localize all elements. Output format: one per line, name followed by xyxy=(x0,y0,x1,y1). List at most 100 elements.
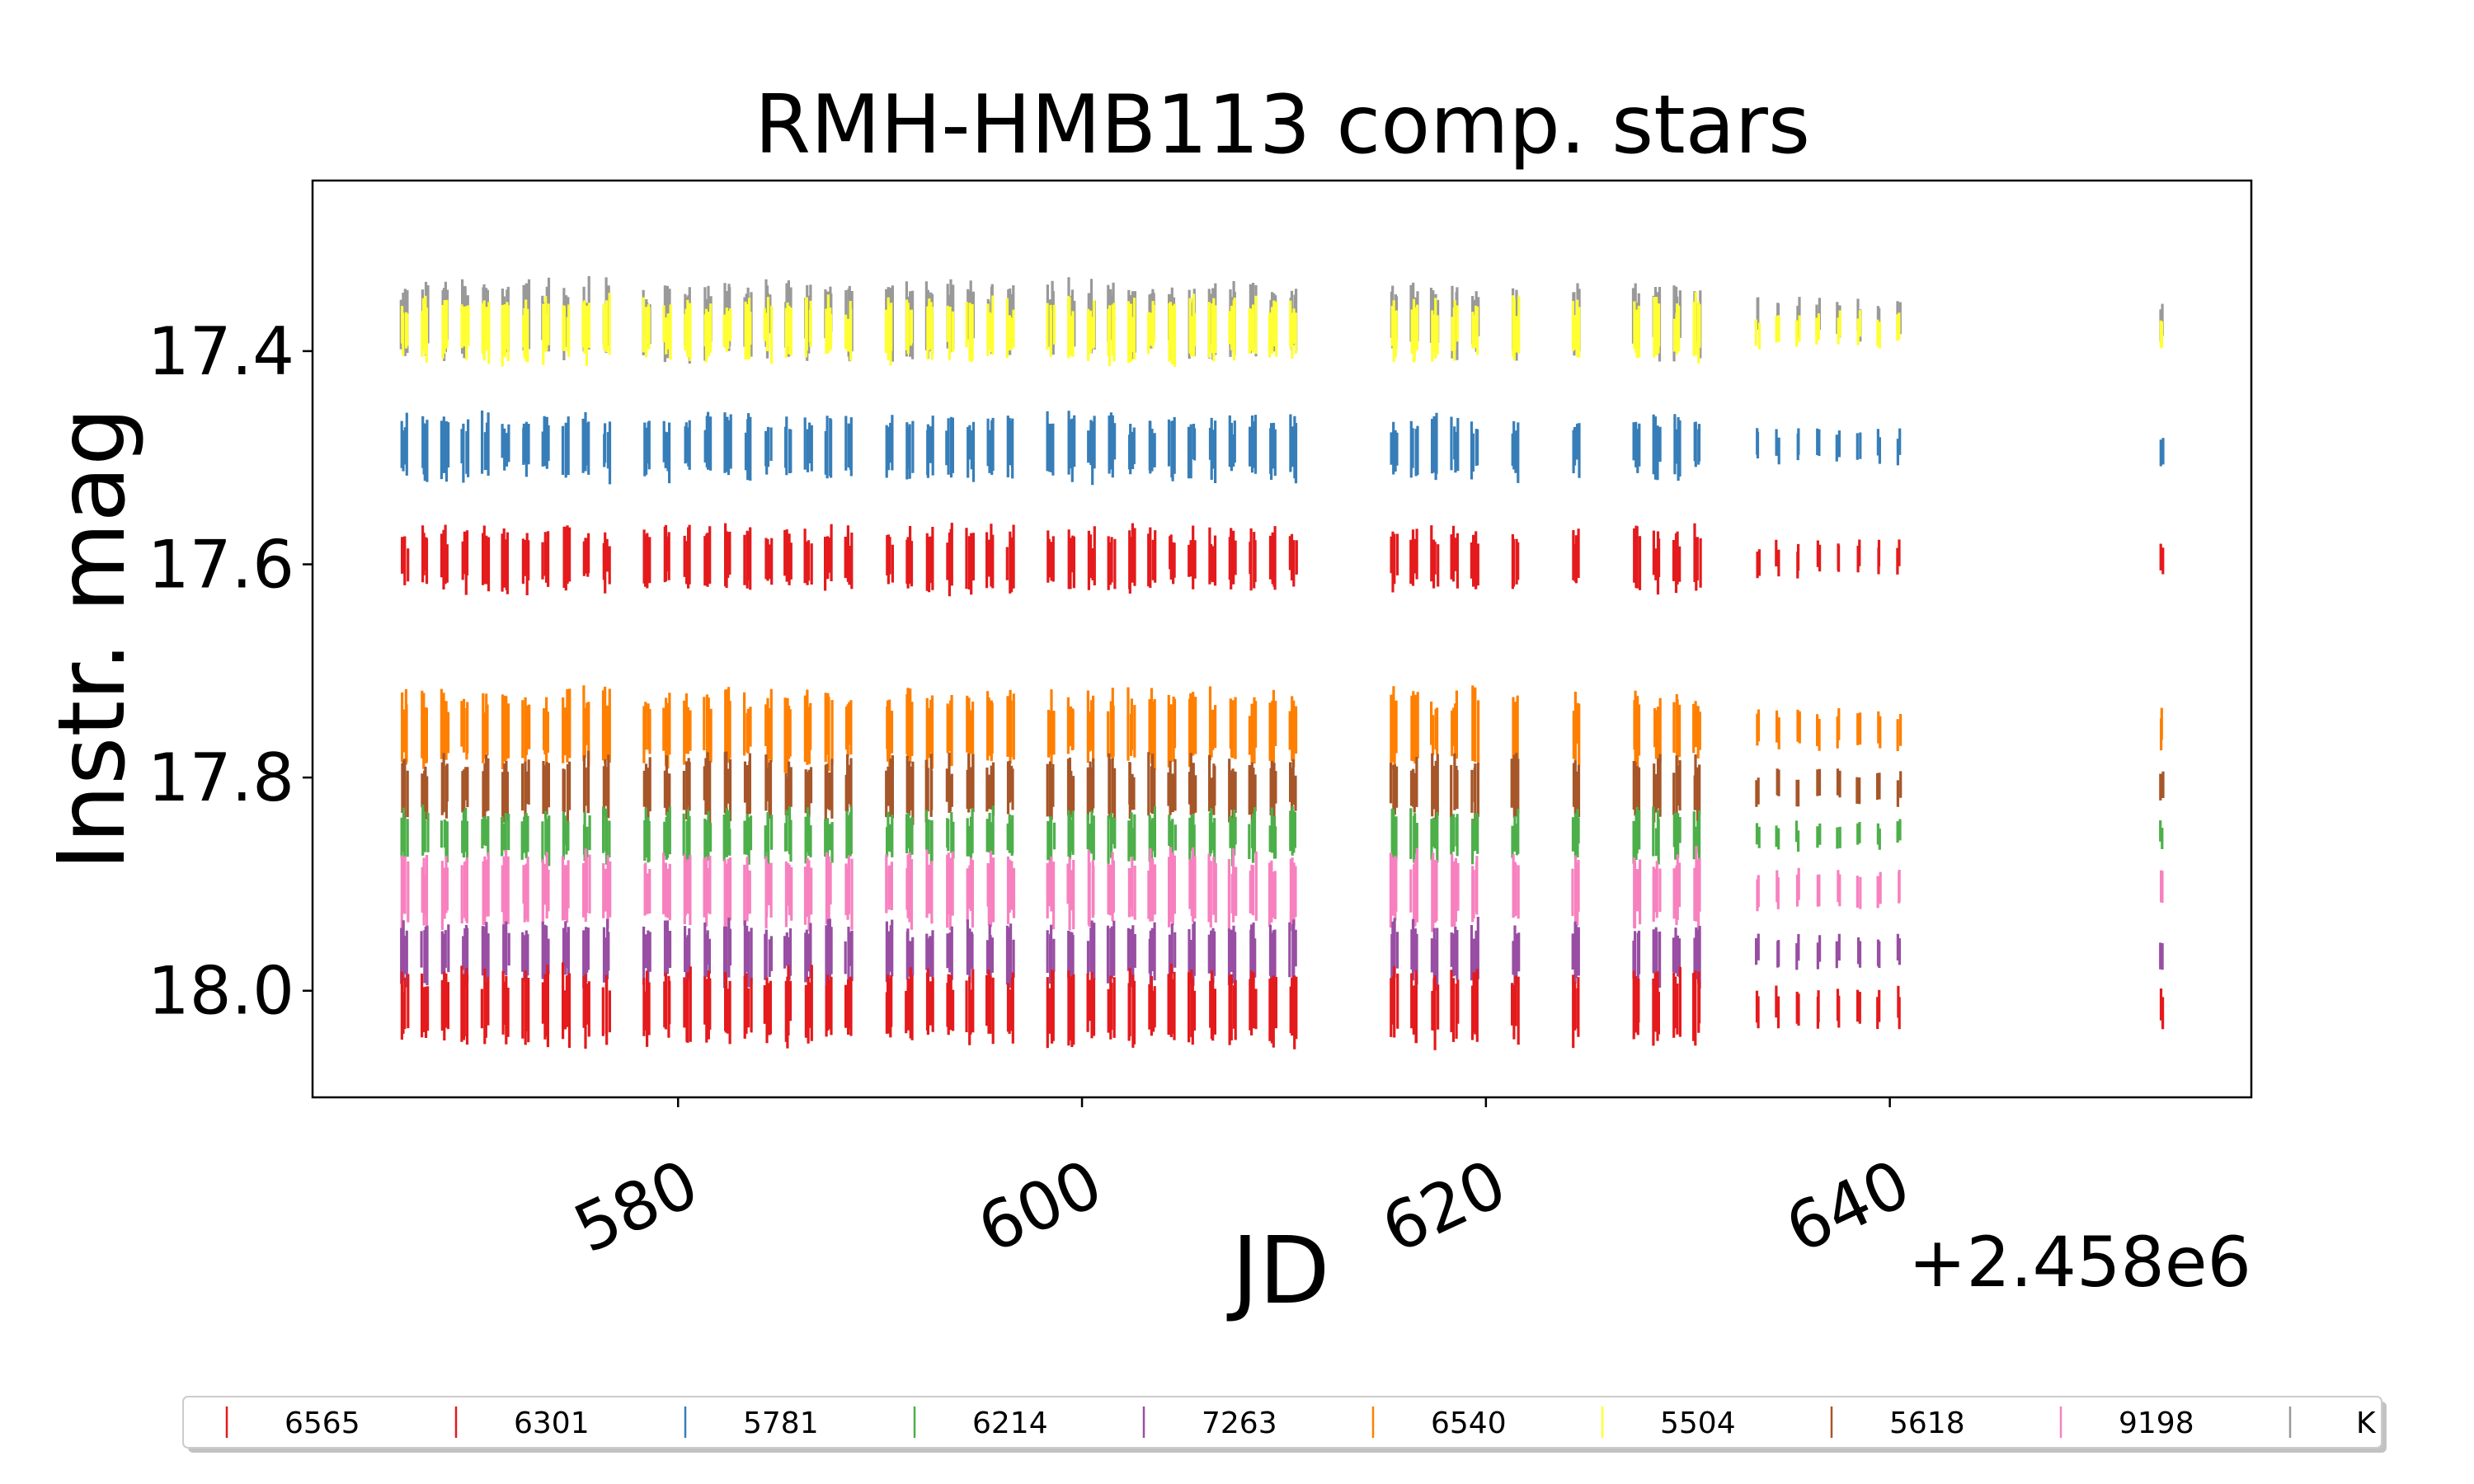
night-584.5-5504 xyxy=(763,297,774,364)
night-574.5-5618 xyxy=(562,761,571,825)
night-605.5-5504 xyxy=(1188,294,1197,357)
night-586.5-7263 xyxy=(804,923,812,983)
night-585.5-5781 xyxy=(784,416,793,476)
night-579.5-6565 xyxy=(663,972,671,1038)
night-653.5-6565 xyxy=(2159,989,2165,1030)
night-586.5-9198 xyxy=(803,857,813,932)
night-617.5-7263 xyxy=(1430,928,1439,991)
night-637.5-6565 xyxy=(1836,989,1841,1028)
night-592.5-5504 xyxy=(926,298,934,360)
y-tick-label: 17.6 xyxy=(148,526,294,603)
night-637.5-6214 xyxy=(1836,826,1841,849)
night-601.5-7263 xyxy=(1106,920,1116,986)
night-627.5-6540 xyxy=(1633,690,1641,773)
night-593.5-6565 xyxy=(946,974,955,1036)
night-607.5-5781 xyxy=(1228,415,1236,472)
y-tick-label: 17.8 xyxy=(148,740,294,816)
night-636.5-6540 xyxy=(1816,714,1821,751)
night-633.5-5781 xyxy=(1756,428,1760,458)
night-567.5-6540 xyxy=(421,690,428,769)
night-600.5-6301 xyxy=(1087,526,1096,590)
night-591.5-6214 xyxy=(905,812,914,859)
night-605.5-6565 xyxy=(1188,970,1197,1045)
night-630.5-6214 xyxy=(1692,810,1701,862)
night-582.5-6540 xyxy=(724,687,731,765)
night-585.5-6214 xyxy=(783,806,793,862)
night-588.5-5504 xyxy=(844,301,853,361)
legend-item-7263: 7263 xyxy=(1142,1407,1277,1440)
night-640.5-9198 xyxy=(1898,870,1901,904)
night-621.5-5618 xyxy=(1510,753,1520,818)
night-653.5-6301 xyxy=(2159,543,2165,575)
night-568.5-5618 xyxy=(440,753,449,819)
night-574.5-9198 xyxy=(561,856,570,923)
night-633.5-9198 xyxy=(1756,875,1760,912)
night-617.5-9198 xyxy=(1431,852,1438,932)
night-570.5-6565 xyxy=(480,968,490,1045)
night-576.5-9198 xyxy=(602,855,612,929)
night-653.5-7263 xyxy=(2159,942,2164,970)
night-603.5-5781 xyxy=(1148,420,1156,474)
legend-label: 5618 xyxy=(1889,1407,1965,1440)
legend-label: 5504 xyxy=(1660,1407,1736,1440)
night-604.5-6540 xyxy=(1167,694,1177,768)
night-633.5-5504 xyxy=(1754,319,1761,350)
night-653.5-5618 xyxy=(2159,771,2165,801)
night-627.5-6301 xyxy=(1633,525,1642,590)
night-568.5-7263 xyxy=(440,924,450,982)
night-566.5-6301 xyxy=(401,536,410,585)
night-578.5-5618 xyxy=(642,757,651,819)
night-636.5-6214 xyxy=(1816,823,1822,848)
night-609.5-6214 xyxy=(1268,807,1277,859)
night-609.5-6301 xyxy=(1268,526,1277,590)
night-578.5-6540 xyxy=(642,702,651,763)
night-601.5-6214 xyxy=(1107,813,1117,865)
night-602.5-6214 xyxy=(1127,812,1136,862)
night-637.5-9198 xyxy=(1837,870,1841,907)
night-607.5-9198 xyxy=(1227,848,1238,932)
night-582.5-9198 xyxy=(723,857,732,932)
night-610.5-5504 xyxy=(1289,300,1297,359)
night-588.5-6565 xyxy=(844,976,853,1036)
night-608.5-6565 xyxy=(1249,970,1258,1036)
night-599.5-9198 xyxy=(1066,857,1075,931)
night-603.5-6565 xyxy=(1148,976,1156,1036)
night-576.5-5618 xyxy=(602,754,610,819)
night-608.5-6214 xyxy=(1248,806,1257,863)
night-599.5-6540 xyxy=(1066,697,1075,754)
night-595.5-7263 xyxy=(985,924,994,988)
series-6540 xyxy=(401,685,2163,773)
night-583.5-5504 xyxy=(744,298,752,360)
night-615.5-6301 xyxy=(1390,531,1399,593)
night-596.5-5618 xyxy=(1006,760,1014,815)
series-5504 xyxy=(401,292,2163,368)
night-573.5-6301 xyxy=(541,531,550,587)
night-617.5-6301 xyxy=(1430,525,1440,589)
night-585.5-7263 xyxy=(783,928,793,980)
plot-area-frame xyxy=(311,179,2253,1099)
night-595.5-9198 xyxy=(986,851,995,928)
night-570.5-5504 xyxy=(481,300,491,364)
night-580.5-7263 xyxy=(684,926,691,980)
night-585.5-5618 xyxy=(784,761,793,816)
series-6565 xyxy=(400,962,2165,1050)
night-572.5-6565 xyxy=(521,970,530,1045)
night-634.5-5504 xyxy=(1775,315,1780,343)
night-593.5-9198 xyxy=(946,851,954,931)
night-566.5-6214 xyxy=(400,807,409,862)
night-629.5-6565 xyxy=(1672,966,1681,1038)
night-607.5-5618 xyxy=(1228,758,1237,823)
night-580.5-6540 xyxy=(683,693,692,765)
night-653.5-6214 xyxy=(2159,820,2164,849)
night-603.5-5618 xyxy=(1147,752,1156,816)
night-616.5-6301 xyxy=(1409,528,1418,586)
night-595.5-5504 xyxy=(986,295,995,356)
night-572.5-6540 xyxy=(521,697,531,763)
night-629.5-6540 xyxy=(1672,694,1681,764)
night-573.5-5504 xyxy=(542,296,550,365)
night-592.5-6301 xyxy=(925,527,934,593)
night-604.5-6565 xyxy=(1167,963,1176,1040)
night-593.5-5781 xyxy=(945,416,954,478)
night-605.5-6214 xyxy=(1188,814,1196,861)
night-604.5-7263 xyxy=(1168,923,1177,980)
